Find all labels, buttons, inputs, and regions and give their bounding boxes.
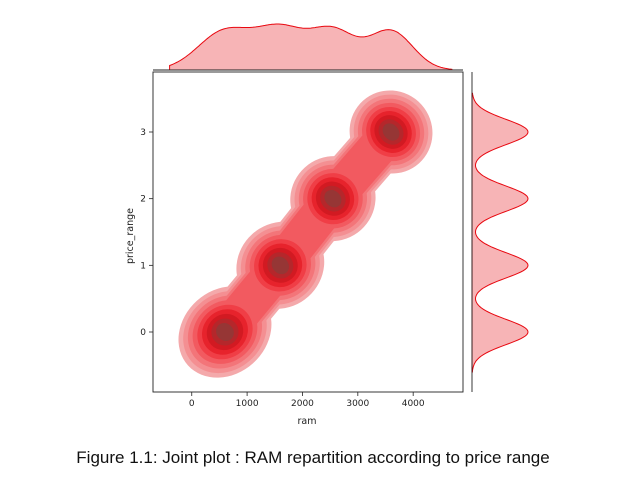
y-tick-label: 0 bbox=[140, 328, 146, 338]
top-marginal-kde bbox=[169, 23, 453, 71]
joint-plot-figure: 0 1000 2000 3000 4000 0 1 2 3 ram price_range bbox=[125, 23, 529, 427]
x-tick-label: 1000 bbox=[236, 399, 259, 409]
figure-caption: Figure 1.1: Joint plot : RAM repartition… bbox=[76, 448, 550, 467]
kde-blob-2 bbox=[324, 189, 342, 208]
x-tick-label: 3000 bbox=[346, 399, 369, 409]
y-tick-label: 1 bbox=[140, 261, 146, 271]
joint-kde-area bbox=[178, 90, 433, 378]
x-tick-label: 4000 bbox=[402, 399, 425, 409]
kde-level-8 bbox=[216, 123, 400, 342]
y-axis-label: price_range bbox=[125, 208, 136, 264]
axes: 0 1000 2000 3000 4000 0 1 2 3 bbox=[140, 69, 473, 409]
y-tick-label: 2 bbox=[140, 195, 146, 205]
x-axis-label: ram bbox=[298, 416, 317, 427]
right-marginal-kde bbox=[471, 92, 529, 373]
x-tick-label: 0 bbox=[189, 399, 195, 409]
y-tick-label: 3 bbox=[140, 128, 146, 138]
kde-blob-0 bbox=[216, 322, 234, 342]
x-tick-label: 2000 bbox=[291, 399, 314, 409]
right-marginal-density bbox=[471, 92, 529, 373]
joint-axes-frame bbox=[152, 71, 464, 393]
kde-blob-1 bbox=[271, 256, 289, 275]
kde-blob-3 bbox=[382, 123, 400, 141]
top-marginal-density bbox=[169, 23, 453, 71]
